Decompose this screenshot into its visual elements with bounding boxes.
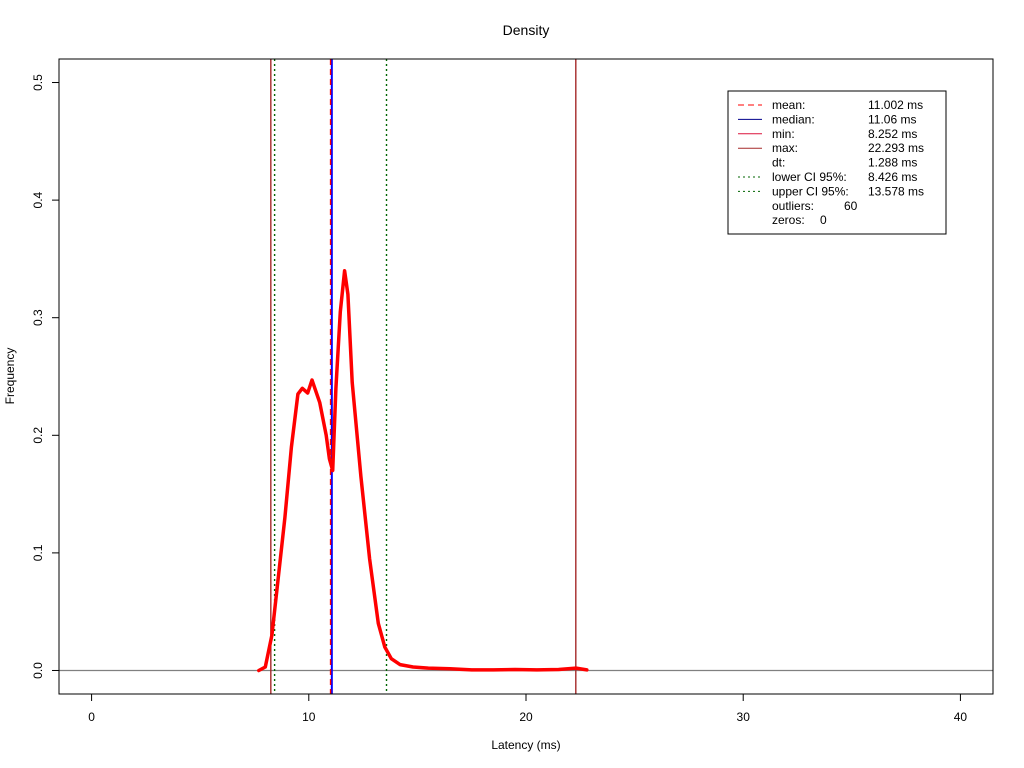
chart-title: Density <box>503 22 550 38</box>
y-tick-label: 0.2 <box>31 427 45 444</box>
x-axis: 0 10 20 30 40 <box>88 693 968 724</box>
legend-value: 11.002 ms <box>868 98 923 112</box>
legend-value: 8.426 ms <box>868 170 917 184</box>
legend-label: max: <box>772 141 798 155</box>
legend-value: 22.293 ms <box>868 141 924 155</box>
x-tick-label: 30 <box>737 710 751 724</box>
y-axis: 0.0 0.1 0.2 0.3 0.4 0.5 <box>31 74 60 679</box>
y-tick-label: 0.4 <box>31 191 45 208</box>
legend: mean: 11.002 ms median: 11.06 ms min: 8.252 m… <box>727 90 947 235</box>
plot-layer <box>59 59 993 694</box>
x-tick-label: 0 <box>88 710 95 724</box>
y-tick-label: 0.3 <box>31 309 45 326</box>
legend-label: outliers: <box>772 199 814 213</box>
y-axis-label: Frequency <box>3 348 17 405</box>
legend-label: lower CI 95%: <box>772 170 847 184</box>
legend-label: median: <box>772 112 815 126</box>
x-tick-label: 10 <box>302 710 316 724</box>
legend-label: upper CI 95%: <box>772 184 849 198</box>
legend-label: min: <box>772 127 795 141</box>
x-axis-label: Latency (ms) <box>491 738 560 752</box>
legend-value: 13.578 ms <box>868 184 924 198</box>
y-tick-label: 0.5 <box>31 74 45 91</box>
x-tick-label: 20 <box>519 710 533 724</box>
y-tick-label: 0.0 <box>31 662 45 679</box>
legend-label: dt: <box>772 156 785 170</box>
legend-label: mean: <box>772 98 805 112</box>
legend-value: 11.06 ms <box>868 112 916 126</box>
legend-value: 8.252 ms <box>868 127 917 141</box>
legend-label: zeros: <box>772 213 805 227</box>
x-tick-label: 40 <box>954 710 968 724</box>
density-curve <box>257 268 589 673</box>
legend-box <box>727 90 947 235</box>
legend-value: 1.288 ms <box>868 156 917 170</box>
y-tick-label: 0.1 <box>31 544 45 561</box>
legend-value: 0 <box>820 213 827 227</box>
legend-value: 60 <box>844 199 858 213</box>
